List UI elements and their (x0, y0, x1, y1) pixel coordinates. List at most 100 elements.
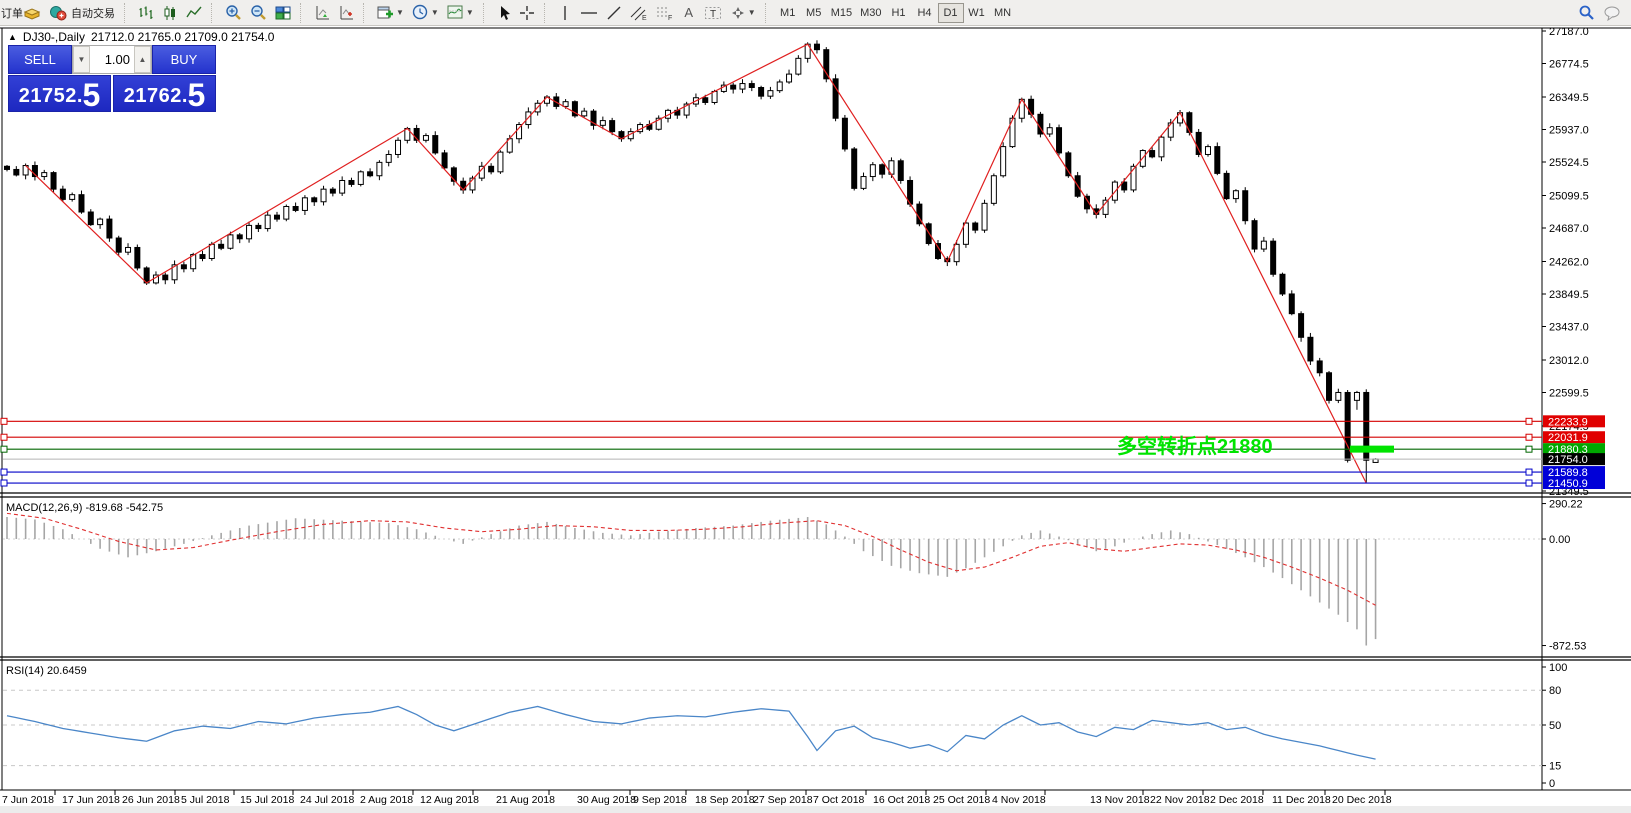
level-line-21589.8[interactable]: 21589.8 (0, 466, 1605, 479)
timeframe-W1[interactable]: W1 (968, 6, 985, 19)
new-order-label: 订单 (1, 7, 23, 20)
macd-indicator-label: MACD(12,26,9) -819.68 -542.75 (6, 502, 163, 514)
level-line-22031.9[interactable]: 22031.9 (0, 431, 1605, 444)
svg-text:26774.5: 26774.5 (1549, 59, 1589, 71)
candlestick-icon (164, 5, 175, 20)
bar-chart-mode-button[interactable] (134, 2, 158, 24)
vertical-line-tool[interactable] (554, 2, 576, 24)
timeframe-M15[interactable]: M15 (830, 6, 853, 19)
chat-bubble-icon (1604, 6, 1620, 21)
chart-window[interactable]: 27187.0 26774.5 26349.5 25937.0 25524.5 25099… (0, 26, 1631, 813)
date-label: 9 Sep 2018 (633, 794, 687, 806)
level-line-22233.9[interactable]: 22233.9 (0, 415, 1605, 428)
bid-price-display[interactable]: 21752. 5 (8, 75, 111, 112)
sell-button[interactable]: SELL (8, 45, 72, 74)
line-handle[interactable] (1525, 468, 1533, 476)
buy-button[interactable]: BUY (152, 45, 216, 74)
panel-collapse-arrow[interactable]: ▲ (8, 32, 17, 42)
text-label-tool[interactable]: T (700, 2, 726, 24)
line-handle[interactable] (0, 445, 8, 453)
date-label: 24 Jul 2018 (300, 794, 354, 806)
volume-value[interactable]: 1.00 (104, 52, 130, 67)
fibonacci-tool[interactable]: F (652, 2, 678, 24)
indicator-green-icon (316, 5, 329, 19)
template-icon (447, 5, 463, 19)
pivot-annotation-text[interactable]: 多空转折点21880 (1117, 434, 1273, 458)
rsi-axis-label: 100 (1549, 662, 1567, 674)
timeframe-H4[interactable]: H4 (917, 6, 932, 19)
volume-decrease-button[interactable]: ▼ (73, 46, 90, 73)
level-line-21450.9[interactable]: 21450.9 (0, 477, 1605, 490)
text-tool[interactable]: A (678, 2, 700, 24)
ask-big-digit: 5 (187, 77, 206, 113)
ask-dot: . (181, 85, 188, 107)
cursor-tool-button[interactable] (493, 2, 515, 24)
date-label: 7 Jun 2018 (2, 794, 54, 806)
line-handle[interactable] (0, 468, 8, 476)
candlestick-mode-button[interactable] (158, 2, 182, 24)
volume-increase-button[interactable]: ▲ (134, 46, 151, 73)
rsi-axis-label: 50 (1549, 720, 1561, 732)
candlestick-series[interactable] (4, 40, 1379, 484)
indicator-list-button[interactable] (334, 2, 358, 24)
new-chart-dropdown[interactable]: ▼ (373, 2, 408, 24)
template-dropdown[interactable]: ▼ (443, 2, 478, 24)
svg-text:22031.9: 22031.9 (1548, 432, 1588, 444)
macd-axis-label: 0.00 (1549, 534, 1570, 546)
line-handle[interactable] (1525, 433, 1533, 441)
line-handle[interactable] (0, 417, 8, 425)
timeframe-D1[interactable]: D1 (937, 2, 964, 23)
search-button[interactable] (1574, 2, 1599, 24)
date-label: 22 Nov 2018 (1150, 794, 1210, 806)
autotrading-button[interactable]: 自动交易 (45, 2, 119, 24)
dropdown-caret: ▼ (396, 8, 404, 17)
timeframe-H1[interactable]: H1 (891, 6, 906, 19)
toolbar-separator (543, 2, 549, 23)
rsi-axis-label: 15 (1549, 761, 1561, 773)
line-handle[interactable] (1525, 445, 1533, 453)
svg-text:26349.5: 26349.5 (1549, 92, 1589, 104)
arrows-dropdown[interactable]: ▼ (726, 2, 760, 24)
chat-button[interactable] (1599, 2, 1625, 24)
timeframe-MN[interactable]: MN (993, 6, 1012, 19)
equidistant-channel-tool[interactable]: E (626, 2, 652, 24)
tile-windows-button[interactable] (271, 2, 295, 24)
new-chart-icon (377, 6, 393, 18)
bid-main-digits: 21752 (18, 85, 77, 107)
line-handle[interactable] (1525, 417, 1533, 425)
date-label: 12 Aug 2018 (420, 794, 479, 806)
zoom-in-button[interactable] (221, 2, 246, 24)
svg-text:22599.5: 22599.5 (1549, 388, 1589, 400)
trendline-tool[interactable] (602, 2, 626, 24)
crosshair-tool-button[interactable] (515, 2, 539, 24)
chart-canvas[interactable]: 27187.0 26774.5 26349.5 25937.0 25524.5 25099… (0, 26, 1631, 813)
rsi-indicator-label: RSI(14) 20.6459 (6, 665, 87, 677)
svg-text:23012.0: 23012.0 (1549, 355, 1589, 367)
zoom-out-button[interactable] (246, 2, 271, 24)
macd-histogram (6, 517, 1377, 646)
line-handle[interactable] (1525, 479, 1533, 487)
current-price-label: 21754.0 (1548, 454, 1588, 466)
arrows-icon (731, 6, 744, 19)
period-dropdown[interactable]: ▼ (408, 2, 443, 24)
autotrading-icon (50, 5, 67, 20)
rsi-axis-label: 0 (1549, 778, 1555, 790)
horizontal-line-tool[interactable] (576, 2, 602, 24)
line-handle[interactable] (0, 433, 8, 441)
timeframe-M30[interactable]: M30 (860, 6, 882, 19)
date-axis-labels: 7 Jun 2018 17 Jun 2018 26 Jun 2018 5 Jul 20… (2, 790, 1392, 806)
timeframe-M1[interactable]: M1 (780, 6, 796, 19)
timeframe-M5[interactable]: M5 (806, 6, 822, 19)
toolbar-separator (211, 2, 216, 23)
zigzag-line[interactable] (25, 43, 1367, 484)
ask-price-display[interactable]: 21762. 5 (113, 75, 216, 112)
indicator-window-button[interactable] (310, 2, 334, 24)
line-handle[interactable] (0, 479, 8, 487)
search-icon (1579, 5, 1594, 20)
level-price-label (1543, 466, 1605, 479)
line-chart-mode-button[interactable] (182, 2, 206, 24)
date-label: 7 Oct 2018 (813, 794, 865, 806)
clock-icon (412, 4, 428, 20)
macd-axis-label: 290.22 (1549, 499, 1583, 511)
new-order-button[interactable]: 订单 (1, 2, 45, 24)
